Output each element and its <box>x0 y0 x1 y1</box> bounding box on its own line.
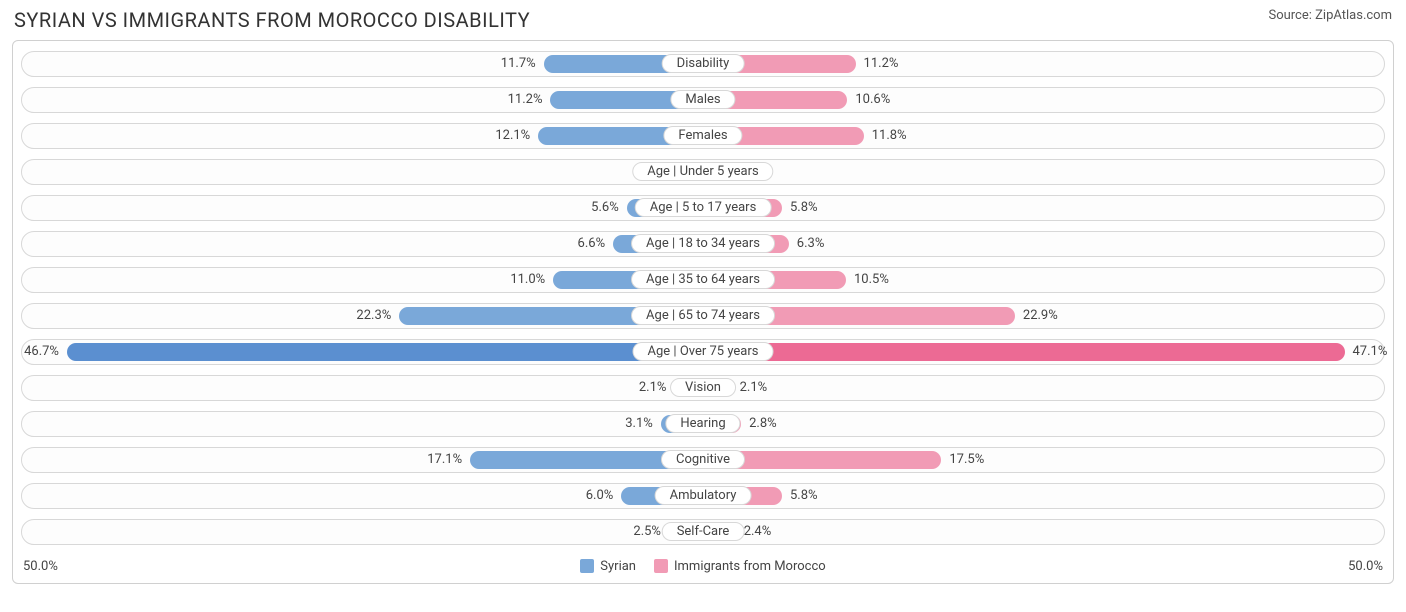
chart-source: Source: ZipAtlas.com <box>1268 8 1392 23</box>
category-label: Age | 5 to 17 years <box>635 198 772 217</box>
chart-row: 11.7% 11.2% Disability <box>21 51 1385 77</box>
legend-item-right: Immigrants from Morocco <box>654 559 826 574</box>
left-value: 6.0% <box>586 484 614 508</box>
chart-row: 1.3%1.2%Age | Under 5 years <box>21 159 1385 185</box>
category-label: Age | 35 to 64 years <box>631 270 775 289</box>
chart-title: SYRIAN VS IMMIGRANTS FROM MOROCCO DISABI… <box>14 8 530 32</box>
category-label: Disability <box>662 54 745 73</box>
right-value: 10.5% <box>854 268 889 292</box>
left-value: 2.5% <box>633 520 661 544</box>
left-value: 22.3% <box>356 304 391 328</box>
category-label: Cognitive <box>661 450 745 469</box>
chart-row: 12.1% 11.8% Females <box>21 123 1385 149</box>
category-label: Males <box>670 90 735 109</box>
right-value: 5.8% <box>790 484 818 508</box>
axis-right-label: 50.0% <box>1348 559 1383 574</box>
chart-row: 3.1% 2.8% Hearing <box>21 411 1385 437</box>
legend-label-right: Immigrants from Morocco <box>674 559 826 574</box>
left-value: 6.6% <box>578 232 606 256</box>
chart-footer: 50.0% Syrian Immigrants from Morocco 50.0% <box>21 555 1385 577</box>
chart-row: 11.2% 10.6% Males <box>21 87 1385 113</box>
legend: Syrian Immigrants from Morocco <box>580 559 825 574</box>
legend-swatch-right <box>654 559 668 573</box>
right-value: 47.1% <box>1353 340 1388 364</box>
left-bar <box>67 343 703 361</box>
right-value: 11.8% <box>872 124 907 148</box>
chart-row: 6.0% 5.8% Ambulatory <box>21 483 1385 509</box>
right-value: 5.8% <box>790 196 818 220</box>
chart-row: 22.3% 22.9% Age | 65 to 74 years <box>21 303 1385 329</box>
right-value: 10.6% <box>855 88 890 112</box>
left-value: 11.7% <box>501 52 536 76</box>
category-label: Ambulatory <box>655 486 752 505</box>
chart-row: 46.7% 47.1% Age | Over 75 years <box>21 339 1385 365</box>
chart-row: 2.5% 2.4%Self-Care <box>21 519 1385 545</box>
legend-label-left: Syrian <box>600 559 636 574</box>
left-value: 5.6% <box>591 196 619 220</box>
category-label: Vision <box>670 378 736 397</box>
chart-row: 17.1% 17.5% Cognitive <box>21 447 1385 473</box>
left-value: 11.2% <box>508 88 543 112</box>
category-label: Females <box>663 126 742 145</box>
diverging-bar-chart: 11.7% 11.2% Disability 11.2% 10.6% Males 12.1%… <box>12 40 1394 584</box>
axis-left-label: 50.0% <box>23 559 58 574</box>
left-value: 17.1% <box>427 448 462 472</box>
category-label: Self-Care <box>662 522 745 541</box>
chart-row: 6.6% 6.3% Age | 18 to 34 years <box>21 231 1385 257</box>
category-label: Age | Under 5 years <box>632 162 773 181</box>
legend-swatch-left <box>580 559 594 573</box>
chart-row: 5.6% 5.8% Age | 5 to 17 years <box>21 195 1385 221</box>
legend-item-left: Syrian <box>580 559 636 574</box>
chart-row: 2.1% 2.1%Vision <box>21 375 1385 401</box>
left-value: 3.1% <box>625 412 653 436</box>
right-value: 6.3% <box>797 232 825 256</box>
left-value: 11.0% <box>510 268 545 292</box>
left-value: 12.1% <box>495 124 530 148</box>
right-value: 2.4% <box>744 520 772 544</box>
left-value: 2.1% <box>639 376 667 400</box>
right-value: 11.2% <box>864 52 899 76</box>
category-label: Age | 65 to 74 years <box>631 306 775 325</box>
right-value: 17.5% <box>949 448 984 472</box>
right-value: 22.9% <box>1023 304 1058 328</box>
right-value: 2.8% <box>749 412 777 436</box>
category-label: Hearing <box>665 414 740 433</box>
category-label: Age | 18 to 34 years <box>631 234 775 253</box>
chart-row: 11.0% 10.5% Age | 35 to 64 years <box>21 267 1385 293</box>
right-value: 2.1% <box>740 376 768 400</box>
category-label: Age | Over 75 years <box>633 342 774 361</box>
right-bar <box>703 343 1345 361</box>
left-value: 46.7% <box>24 340 59 364</box>
